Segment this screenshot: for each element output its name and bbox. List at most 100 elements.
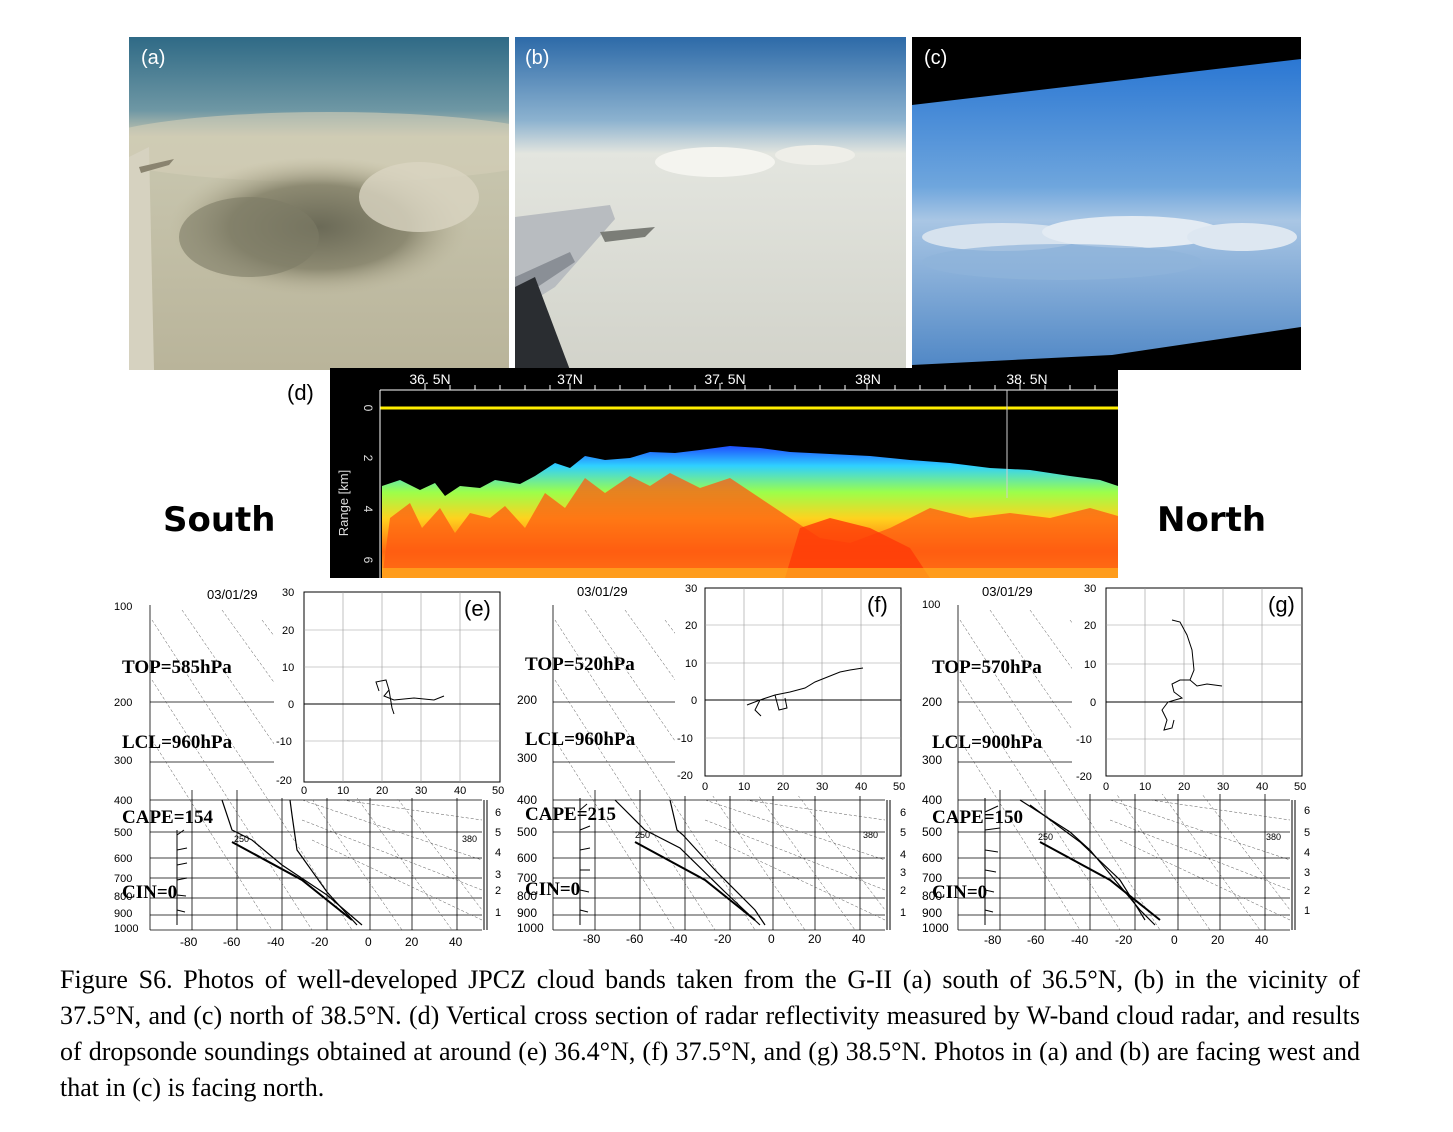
photo-c: (c) bbox=[912, 37, 1301, 370]
hodo-g-y0: 0 bbox=[1090, 697, 1096, 709]
south-label: South bbox=[163, 500, 276, 540]
radar-panel: 36. 5N 37N 37. 5N 38N 38. 5N 0 2 4 6 Ran… bbox=[330, 368, 1118, 578]
p-tick-900: 900 bbox=[922, 906, 942, 920]
stat-top: TOP=520hPa bbox=[525, 654, 635, 675]
hodo-f-x20: 20 bbox=[777, 781, 789, 793]
hodo-e-y20: 20 bbox=[282, 625, 294, 637]
hodo-f-x40: 40 bbox=[855, 781, 867, 793]
sounding-g-date: 03/01/29 bbox=[982, 584, 1033, 599]
p-tick-200: 200 bbox=[114, 697, 132, 709]
range-tick-2: 2 bbox=[361, 455, 375, 462]
height-tick-2: 2 bbox=[1304, 885, 1310, 897]
photo-b: (b) bbox=[515, 37, 906, 370]
p-tick-900: 900 bbox=[114, 908, 132, 920]
hodo-e-x10: 10 bbox=[337, 785, 349, 797]
hodograph-f: 0 10 20 30 40 50 30 20 10 0 -10 -20 (f) bbox=[675, 580, 911, 796]
p-tick-200: 200 bbox=[922, 695, 942, 709]
hodo-e-y30: 30 bbox=[282, 587, 294, 599]
photo-a-label: (a) bbox=[141, 47, 166, 69]
p-tick-500: 500 bbox=[114, 827, 132, 839]
stat-lcl: LCL=960hPa bbox=[122, 732, 233, 753]
height-tick-5: 5 bbox=[900, 827, 906, 839]
p-tick-1000: 1000 bbox=[922, 921, 949, 935]
t-tick-m20: -20 bbox=[1115, 933, 1133, 947]
hodo-f-y20: 20 bbox=[685, 620, 697, 632]
hodo-e-x30: 30 bbox=[415, 785, 427, 797]
stat-cin: CIN=0 bbox=[122, 882, 178, 903]
t-tick-m40: -40 bbox=[670, 932, 688, 946]
t-tick-40: 40 bbox=[852, 932, 866, 946]
height-tick-4: 4 bbox=[1304, 847, 1310, 859]
t-tick-m60: -60 bbox=[626, 932, 644, 946]
height-tick-3: 3 bbox=[1304, 867, 1310, 879]
t-tick-20: 20 bbox=[808, 932, 822, 946]
hodo-g-ym10: -10 bbox=[1076, 734, 1092, 746]
hodo-g-x0: 0 bbox=[1103, 781, 1109, 793]
sounding-g-stats: TOP=570hPa LCL=900hPa CAPE=150 CIN=0 bbox=[932, 605, 1042, 955]
hodo-e-y0: 0 bbox=[288, 699, 294, 711]
t-tick-0: 0 bbox=[768, 932, 775, 946]
t-tick-m40: -40 bbox=[267, 935, 285, 949]
p-tick-800: 800 bbox=[114, 891, 132, 903]
height-tick-4: 4 bbox=[495, 847, 501, 859]
height-tick-1: 1 bbox=[900, 907, 906, 919]
p-tick-400: 400 bbox=[114, 795, 132, 807]
sounding-g-label: (g) bbox=[1268, 592, 1295, 617]
t-tick-20: 20 bbox=[1211, 933, 1225, 947]
photo-c-image bbox=[912, 37, 1301, 370]
theta-label-250: 250 bbox=[635, 830, 650, 840]
hodo-g-y30: 30 bbox=[1084, 583, 1096, 595]
lat-tick-38-5: 38. 5N bbox=[1006, 371, 1047, 387]
theta-label-250: 250 bbox=[1038, 832, 1053, 842]
skewt-e: 03/01/29 bbox=[114, 587, 501, 949]
sounding-e-label: (e) bbox=[464, 596, 491, 621]
p-tick-500: 500 bbox=[517, 825, 537, 839]
stat-top: TOP=570hPa bbox=[932, 657, 1042, 678]
hodo-f-y0: 0 bbox=[691, 695, 697, 707]
height-tick-3: 3 bbox=[900, 867, 906, 879]
hodo-g-x10: 10 bbox=[1139, 781, 1151, 793]
p-tick-100: 100 bbox=[922, 599, 940, 611]
hodo-e-ym10: -10 bbox=[276, 736, 292, 748]
hodograph-f-plot: 0 10 20 30 40 50 30 20 10 0 -10 -20 bbox=[677, 583, 905, 793]
t-tick-m60: -60 bbox=[1027, 933, 1045, 947]
t-tick-20: 20 bbox=[405, 935, 419, 949]
hodo-f-ym10: -10 bbox=[677, 733, 693, 745]
photo-a-image bbox=[129, 37, 509, 370]
sounding-e: 03/01/29 bbox=[112, 580, 508, 950]
theta-label-380: 380 bbox=[462, 834, 477, 844]
hodo-g-ym20: -20 bbox=[1076, 771, 1092, 783]
lat-tick-37-5: 37. 5N bbox=[704, 371, 745, 387]
height-tick-2: 2 bbox=[900, 885, 906, 897]
t-tick-m80: -80 bbox=[180, 935, 198, 949]
photo-b-label: (b) bbox=[525, 47, 550, 69]
hodo-e-x20: 20 bbox=[376, 785, 388, 797]
lat-tick-37: 37N bbox=[557, 371, 583, 387]
stat-cape: CAPE=154 bbox=[122, 807, 214, 828]
hodograph-e: 0 10 20 30 40 50 30 20 10 0 -10 -20 (e) bbox=[274, 586, 506, 798]
height-tick-6: 6 bbox=[1304, 805, 1310, 817]
hodo-f-x30: 30 bbox=[816, 781, 828, 793]
hodo-e-y10: 10 bbox=[282, 662, 294, 674]
p-tick-1000: 1000 bbox=[517, 921, 544, 935]
radar-cross-section: 36. 5N 37N 37. 5N 38N 38. 5N 0 2 4 6 Ran… bbox=[330, 368, 1118, 578]
t-tick-0: 0 bbox=[365, 935, 372, 949]
p-tick-300: 300 bbox=[922, 753, 942, 767]
p-tick-400: 400 bbox=[517, 793, 537, 807]
theta-label-380: 380 bbox=[1266, 832, 1281, 842]
north-label: North bbox=[1157, 500, 1267, 540]
p-tick-200: 200 bbox=[517, 693, 537, 707]
p-tick-900: 900 bbox=[517, 906, 537, 920]
p-tick-300: 300 bbox=[517, 751, 537, 765]
hodograph-g: 0 10 20 30 40 50 30 20 10 0 -10 -20 (g) bbox=[1072, 580, 1308, 794]
p-tick-700: 700 bbox=[922, 871, 942, 885]
height-tick-4: 4 bbox=[900, 849, 906, 861]
lat-tick-36-5: 36. 5N bbox=[409, 371, 450, 387]
range-axis-label: Range [km] bbox=[336, 470, 351, 536]
sounding-g: 03/01/29 bbox=[920, 580, 1316, 950]
p-tick-500: 500 bbox=[922, 825, 942, 839]
radar-label: (d) bbox=[287, 380, 314, 405]
p-tick-600: 600 bbox=[114, 853, 132, 865]
t-tick-40: 40 bbox=[1255, 933, 1269, 947]
p-tick-800: 800 bbox=[517, 889, 537, 903]
